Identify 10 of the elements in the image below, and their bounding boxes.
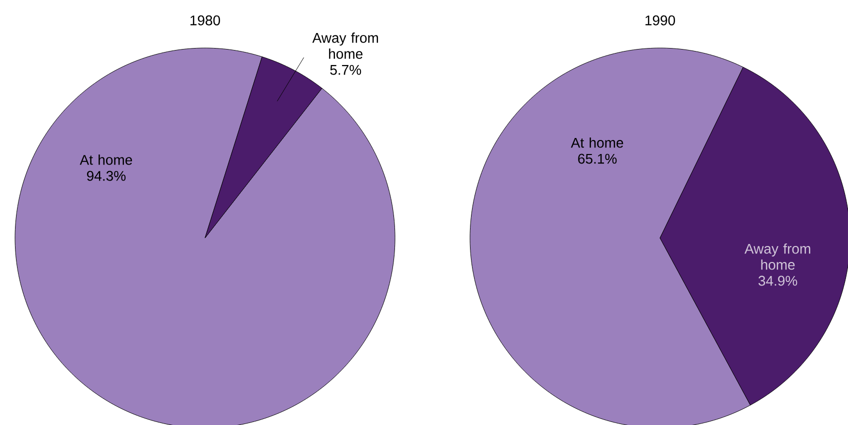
slice-label: At home (80, 154, 132, 165)
chart-title: 1990 (645, 15, 676, 26)
slice-label: At home (570, 137, 624, 148)
data-label: 5.7% (330, 64, 362, 75)
slice-label: Away from home (744, 243, 810, 270)
data-label: 94.3% (87, 170, 126, 181)
slice-label: Away from home (312, 32, 378, 59)
chart-title: 1980 (190, 15, 220, 26)
data-label: 34.9% (758, 276, 798, 286)
data-label: 65.1% (578, 154, 617, 164)
